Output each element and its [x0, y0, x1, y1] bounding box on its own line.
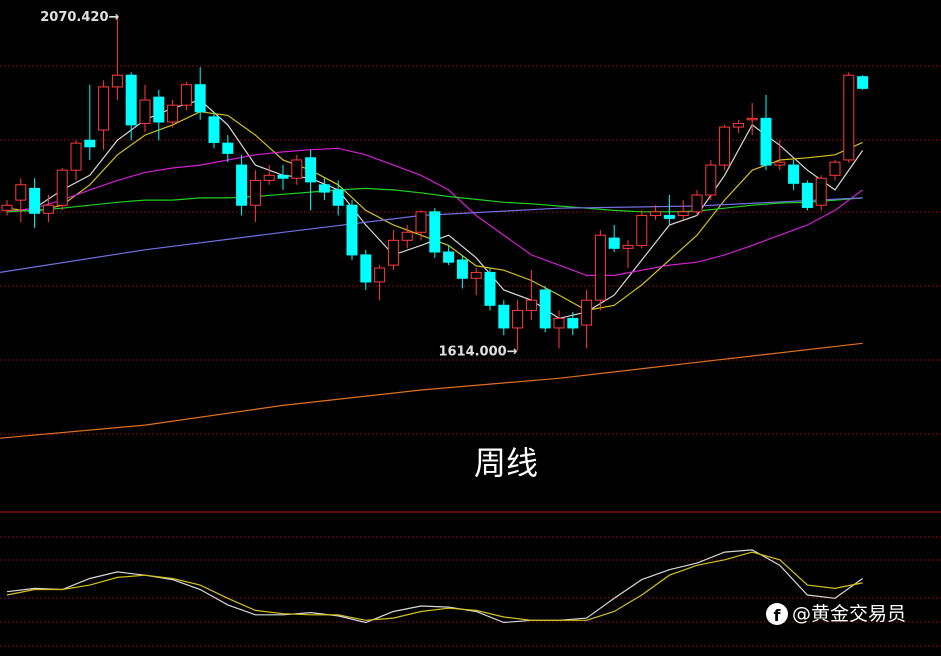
candle-body: [636, 214, 648, 246]
candle-body: [84, 139, 96, 148]
candle-body: [732, 122, 744, 128]
candle-body: [139, 99, 151, 124]
indicator-line: [6, 187, 863, 213]
candle-body: [691, 194, 703, 213]
candle-body: [263, 174, 275, 181]
candle-body: [788, 164, 800, 184]
indicator-line: [6, 549, 863, 624]
candle-body: [222, 142, 234, 154]
candle-body: [56, 169, 68, 206]
candle-body: [236, 164, 248, 206]
candle-body: [525, 299, 537, 311]
candle-body: [401, 231, 413, 241]
candle-body: [774, 161, 786, 166]
candle-body: [456, 259, 468, 279]
watermark-icon-letter: f: [774, 606, 782, 625]
candle-body: [332, 189, 344, 206]
candle-body: [318, 184, 330, 193]
candle-body: [15, 184, 27, 201]
watermark-icon: [766, 603, 788, 625]
candle-body: [650, 211, 662, 216]
candle-body: [594, 234, 606, 301]
candle-body: [387, 239, 399, 266]
candle-body: [429, 211, 441, 253]
candle-body: [470, 271, 482, 279]
candle-body: [498, 304, 510, 329]
candle-body: [801, 182, 813, 208]
candle-body: [167, 104, 179, 123]
candle-body: [815, 177, 827, 206]
candle-body: [746, 117, 758, 121]
candle-body: [277, 174, 289, 179]
candle-body: [539, 289, 551, 329]
candle-body: [857, 76, 869, 89]
candle-body: [180, 84, 192, 106]
watermark: f @黄金交易员: [766, 603, 906, 625]
candle-body: [484, 271, 496, 306]
candle-body: [719, 126, 731, 166]
chart-title: 周线: [474, 444, 538, 482]
candle-body: [829, 161, 841, 176]
candle-body: [374, 267, 386, 283]
candle-body: [705, 164, 717, 196]
candle-body: [553, 317, 565, 329]
candle-body: [512, 309, 524, 329]
candle-body: [111, 74, 123, 88]
indicator-line: [0, 342, 863, 439]
candle-body: [42, 204, 54, 214]
indicator-line: [6, 147, 863, 276]
grid: [0, 65, 941, 647]
candle-body: [98, 86, 110, 131]
candle-body: [415, 211, 427, 233]
candle-body: [581, 299, 593, 326]
candle-body: [194, 84, 206, 113]
candle-body: [153, 96, 165, 123]
candle-body: [663, 214, 675, 219]
high-label: 2070.420→: [40, 10, 119, 25]
candle-body: [291, 159, 303, 179]
candle-body: [208, 116, 220, 143]
candle-body: [1, 204, 13, 211]
candle-body: [608, 237, 620, 249]
low-label: 1614.000→: [438, 345, 517, 360]
candle-body: [443, 251, 455, 263]
candle-body: [70, 142, 82, 171]
candle-body: [843, 74, 855, 161]
watermark-text: @黄金交易员: [792, 603, 906, 625]
candle-body: [29, 187, 41, 214]
candle-body: [677, 211, 689, 216]
candle-body: [249, 179, 261, 206]
candle-body: [346, 204, 358, 256]
candle-body: [305, 157, 317, 183]
candle-body: [125, 74, 137, 126]
candle-body: [622, 244, 634, 249]
candle-body: [760, 117, 772, 166]
candle-body: [360, 254, 372, 283]
indicator-line: [6, 551, 863, 621]
candle-body: [567, 317, 579, 329]
